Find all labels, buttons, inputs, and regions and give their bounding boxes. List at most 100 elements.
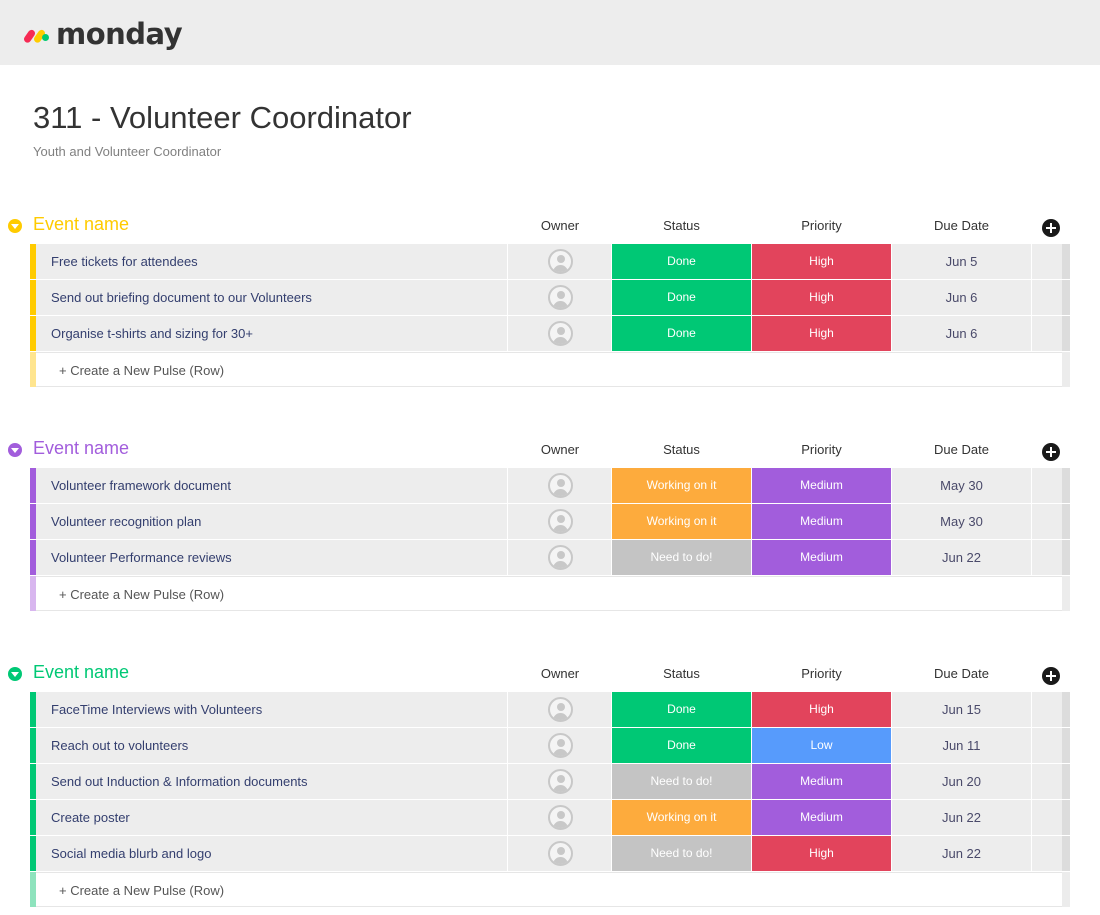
priority-cell[interactable]: Medium (752, 800, 891, 835)
column-header-status[interactable]: Status (663, 666, 700, 681)
monday-logo[interactable]: monday (20, 17, 183, 51)
create-pulse-row[interactable]: + Create a New Pulse (Row) (0, 576, 1100, 612)
due-date-cell[interactable]: May 30 (892, 468, 1031, 503)
column-header-owner[interactable]: Owner (540, 442, 580, 457)
create-pulse-cell[interactable]: + Create a New Pulse (Row) (36, 576, 1062, 611)
user-avatar-placeholder-icon[interactable] (548, 249, 573, 274)
user-avatar-placeholder-icon[interactable] (548, 473, 573, 498)
status-cell[interactable]: Working on it (612, 468, 751, 503)
column-header-due-date[interactable]: Due Date (934, 442, 989, 457)
column-header-priority[interactable]: Priority (801, 442, 842, 457)
item-name-cell[interactable]: Volunteer recognition plan (36, 504, 507, 539)
status-cell[interactable]: Done (612, 728, 751, 763)
owner-cell[interactable] (508, 504, 611, 539)
item-name-cell[interactable]: Reach out to volunteers (36, 728, 507, 763)
add-column-icon[interactable] (1042, 443, 1060, 461)
item-name[interactable]: FaceTime Interviews with Volunteers (51, 702, 263, 717)
owner-cell[interactable] (508, 764, 611, 799)
collapse-group-icon[interactable] (8, 219, 22, 233)
item-name[interactable]: Organise t-shirts and sizing for 30+ (51, 326, 253, 341)
status-cell[interactable]: Need to do! (612, 540, 751, 575)
item-name[interactable]: Volunteer Performance reviews (51, 550, 232, 565)
item-name-cell[interactable]: FaceTime Interviews with Volunteers (36, 692, 507, 727)
due-date-cell[interactable]: Jun 20 (892, 764, 1031, 799)
due-date-cell[interactable]: Jun 6 (892, 280, 1031, 315)
group-name[interactable]: Event name (33, 662, 130, 682)
item-name[interactable]: Create poster (51, 810, 130, 825)
due-date-cell[interactable]: Jun 11 (892, 728, 1031, 763)
column-header-status[interactable]: Status (663, 218, 700, 233)
owner-cell[interactable] (508, 244, 611, 279)
item-name[interactable]: Social media blurb and logo (51, 846, 212, 861)
add-column-icon[interactable] (1042, 667, 1060, 685)
status-cell[interactable]: Working on it (612, 800, 751, 835)
item-name-cell[interactable]: Create poster (36, 800, 507, 835)
user-avatar-placeholder-icon[interactable] (548, 509, 573, 534)
item-name[interactable]: Volunteer framework document (51, 478, 231, 493)
priority-cell[interactable]: High (752, 244, 891, 279)
user-avatar-placeholder-icon[interactable] (548, 841, 573, 866)
board-title[interactable]: 311 - Volunteer Coordinator (33, 100, 412, 135)
column-header-priority[interactable]: Priority (801, 218, 842, 233)
priority-cell[interactable]: High (752, 692, 891, 727)
status-cell[interactable]: Done (612, 280, 751, 315)
add-column-icon[interactable] (1042, 219, 1060, 237)
owner-cell[interactable] (508, 728, 611, 763)
priority-cell[interactable]: Medium (752, 540, 891, 575)
priority-cell[interactable]: High (752, 836, 891, 871)
owner-cell[interactable] (508, 800, 611, 835)
create-pulse-row[interactable]: + Create a New Pulse (Row) (0, 352, 1100, 388)
item-name[interactable]: Send out briefing document to our Volunt… (51, 290, 312, 305)
column-header-due-date[interactable]: Due Date (934, 218, 989, 233)
due-date-cell[interactable]: Jun 22 (892, 836, 1031, 871)
status-cell[interactable]: Done (612, 244, 751, 279)
owner-cell[interactable] (508, 540, 611, 575)
due-date-cell[interactable]: May 30 (892, 504, 1031, 539)
item-name[interactable]: Free tickets for attendees (51, 254, 198, 269)
collapse-group-icon[interactable] (8, 443, 22, 457)
user-avatar-placeholder-icon[interactable] (548, 697, 573, 722)
priority-cell[interactable]: High (752, 316, 891, 351)
board-description[interactable]: Youth and Volunteer Coordinator (33, 144, 222, 159)
create-pulse-label[interactable]: + Create a New Pulse (Row) (59, 883, 225, 898)
item-name-cell[interactable]: Volunteer Performance reviews (36, 540, 507, 575)
due-date-cell[interactable]: Jun 6 (892, 316, 1031, 351)
column-header-priority[interactable]: Priority (801, 666, 842, 681)
item-name-cell[interactable]: Volunteer framework document (36, 468, 507, 503)
item-name-cell[interactable]: Free tickets for attendees (36, 244, 507, 279)
item-name-cell[interactable]: Send out briefing document to our Volunt… (36, 280, 507, 315)
create-pulse-cell[interactable]: + Create a New Pulse (Row) (36, 352, 1062, 387)
item-name-cell[interactable]: Organise t-shirts and sizing for 30+ (36, 316, 507, 351)
collapse-group-icon[interactable] (8, 667, 22, 681)
owner-cell[interactable] (508, 280, 611, 315)
column-header-due-date[interactable]: Due Date (934, 666, 989, 681)
owner-cell[interactable] (508, 316, 611, 351)
due-date-cell[interactable]: Jun 15 (892, 692, 1031, 727)
group-name[interactable]: Event name (33, 214, 130, 234)
user-avatar-placeholder-icon[interactable] (548, 769, 573, 794)
column-header-status[interactable]: Status (663, 442, 700, 457)
user-avatar-placeholder-icon[interactable] (548, 321, 573, 346)
priority-cell[interactable]: Medium (752, 504, 891, 539)
owner-cell[interactable] (508, 692, 611, 727)
user-avatar-placeholder-icon[interactable] (548, 805, 573, 830)
status-cell[interactable]: Need to do! (612, 836, 751, 871)
status-cell[interactable]: Done (612, 316, 751, 351)
user-avatar-placeholder-icon[interactable] (548, 733, 573, 758)
due-date-cell[interactable]: Jun 22 (892, 800, 1031, 835)
create-pulse-label[interactable]: + Create a New Pulse (Row) (59, 363, 225, 378)
item-name-cell[interactable]: Send out Induction & Information documen… (36, 764, 507, 799)
column-header-owner[interactable]: Owner (540, 666, 580, 681)
priority-cell[interactable]: High (752, 280, 891, 315)
item-name[interactable]: Reach out to volunteers (51, 738, 189, 753)
status-cell[interactable]: Working on it (612, 504, 751, 539)
item-name[interactable]: Volunteer recognition plan (51, 514, 202, 529)
group-name[interactable]: Event name (33, 438, 130, 458)
status-cell[interactable]: Done (612, 692, 751, 727)
due-date-cell[interactable]: Jun 22 (892, 540, 1031, 575)
due-date-cell[interactable]: Jun 5 (892, 244, 1031, 279)
create-pulse-row[interactable]: + Create a New Pulse (Row) (0, 872, 1100, 908)
create-pulse-label[interactable]: + Create a New Pulse (Row) (59, 587, 225, 602)
priority-cell[interactable]: Medium (752, 764, 891, 799)
user-avatar-placeholder-icon[interactable] (548, 545, 573, 570)
